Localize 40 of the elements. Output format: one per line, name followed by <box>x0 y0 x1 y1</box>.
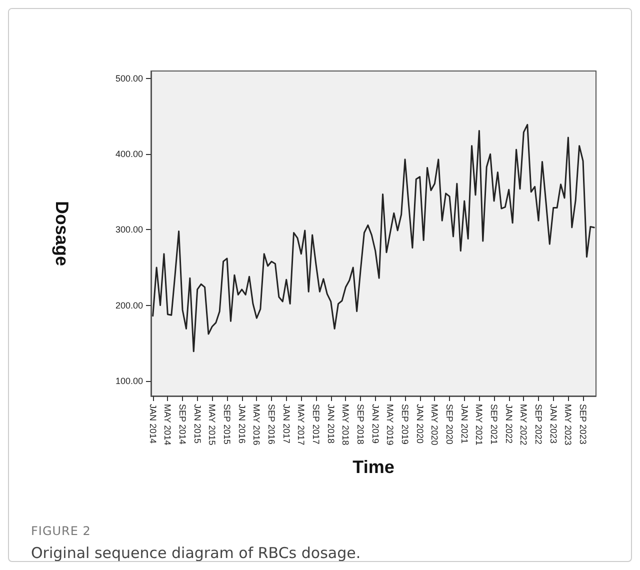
x-tick-label: MAY 2018 <box>340 404 351 446</box>
x-tick-label: SEP 2023 <box>578 404 588 444</box>
x-tick-label: SEP 2019 <box>400 404 410 444</box>
x-tick-label: JAN 2017 <box>281 404 292 444</box>
line-series <box>152 124 595 352</box>
x-tick-label: JAN 2021 <box>459 404 470 444</box>
x-tick-label: JAN 2016 <box>236 404 247 444</box>
y-axis-title: Dosage <box>52 200 72 266</box>
x-tick-label: SEP 2022 <box>534 404 544 444</box>
x-tick-label: JAN 2014 <box>148 404 158 444</box>
y-tick-label: 200.00 <box>115 300 143 310</box>
x-axis-title: Time <box>352 457 394 477</box>
x-tick-label: JAN 2019 <box>370 404 380 444</box>
x-tick-label: JAN 2022 <box>504 404 514 444</box>
x-tick-label: MAY 2015 <box>207 404 218 446</box>
x-tick-label: SEP 2018 <box>356 404 366 444</box>
x-tick-label: SEP 2021 <box>489 404 500 444</box>
caption: FIGURE 2 <box>31 524 92 538</box>
y-tick-label: 300.00 <box>115 224 143 235</box>
y-tick-label: 400.00 <box>115 149 143 160</box>
x-tick-label: JAN 2018 <box>326 404 336 444</box>
x-tick-label: MAY 2021 <box>474 404 484 446</box>
x-tick-label: SEP 2014 <box>178 404 188 444</box>
x-tick-label: JAN 2015 <box>192 404 202 444</box>
x-tick-label: SEP 2015 <box>222 404 232 444</box>
text: Original sequence diagram of RBCs dosage. <box>31 544 362 562</box>
x-tick-label: MAY 2022 <box>518 404 529 446</box>
x-tick-label: JAN 2020 <box>414 404 425 444</box>
x-tick-label: SEP 2016 <box>266 404 277 444</box>
y-tick-label: 500.00 <box>115 74 143 84</box>
x-tick-label: MAY 2019 <box>385 404 396 446</box>
y-tick-label: 100.00 <box>115 376 143 386</box>
x-tick-label: MAY 2020 <box>430 404 440 446</box>
x-tick-label: SEP 2020 <box>444 404 455 444</box>
x-tick-label: MAY 2017 <box>296 404 306 446</box>
x-tick-label: JAN 2023 <box>548 404 558 444</box>
x-tick-label: MAY 2016 <box>252 404 262 446</box>
x-tick-label: MAY 2014 <box>162 404 173 446</box>
x-tick-label: SEP 2017 <box>311 404 322 444</box>
x-tick-label: MAY 2023 <box>563 404 574 446</box>
